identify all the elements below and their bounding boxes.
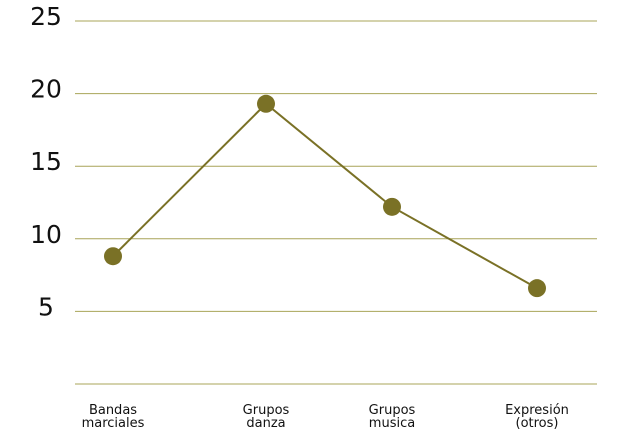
x-tick-label: Grupos danza [243, 403, 290, 431]
y-axis-ticks: 5 10 15 20 25 [30, 2, 62, 321]
series-line [112, 102, 538, 290]
y-tick-label: 5 [38, 292, 54, 321]
y-tick-label: 25 [30, 2, 62, 31]
x-tick-label: Expresión (otros) [505, 403, 569, 431]
x-tick-label: Bandas marciales [82, 403, 145, 431]
data-point-marker [383, 197, 401, 216]
series-markers [104, 94, 546, 298]
y-tick-label: 10 [30, 220, 62, 249]
y-tick-label: 20 [30, 75, 62, 104]
series-line-path [112, 102, 538, 290]
gridlines [75, 20, 597, 385]
data-point-marker [104, 247, 122, 266]
y-tick-label: 15 [30, 147, 62, 176]
x-tick-label: Grupos musica [369, 403, 416, 431]
x-axis-ticks: Bandas marciales Grupos danza Grupos musica Ex… [82, 403, 569, 431]
data-point-marker [257, 94, 275, 113]
data-point-marker [528, 279, 546, 298]
